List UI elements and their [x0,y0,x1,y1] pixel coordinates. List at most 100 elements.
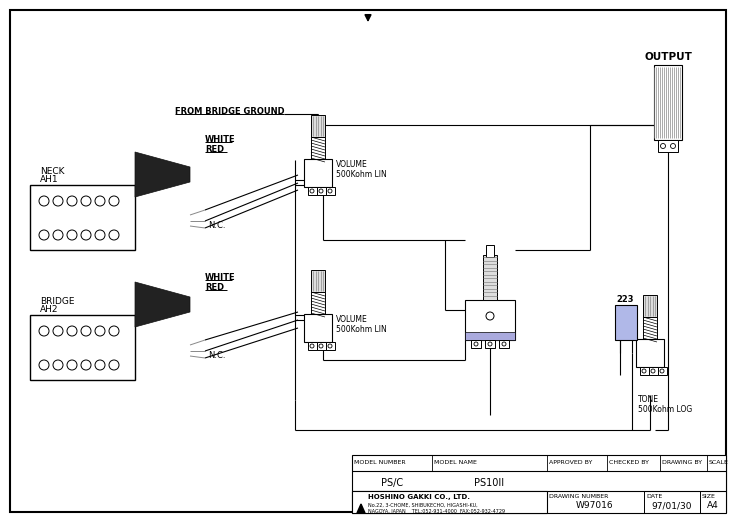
Text: AH1: AH1 [40,174,59,184]
Text: DRAWING NUMBER: DRAWING NUMBER [549,493,609,499]
Text: PS10II: PS10II [474,478,504,488]
Bar [352,491,547,513]
Ellipse shape [67,230,77,240]
Text: SIZE: SIZE [702,493,716,499]
Bar [311,115,325,137]
Bar [654,65,682,140]
Bar [317,187,326,195]
Ellipse shape [319,344,323,348]
Ellipse shape [328,344,332,348]
Ellipse shape [95,230,105,240]
Bar [658,140,678,152]
Text: No.22, 3-CHOME, SHIBUKECHO, HIGASHI-KU,: No.22, 3-CHOME, SHIBUKECHO, HIGASHI-KU, [368,503,478,507]
Text: 97/01/30: 97/01/30 [652,502,693,511]
Ellipse shape [53,196,63,206]
Text: BRIDGE: BRIDGE [40,296,74,305]
Text: WHITE: WHITE [205,274,236,282]
Text: FROM BRIDGE GROUND: FROM BRIDGE GROUND [175,108,285,116]
Ellipse shape [53,326,63,336]
Bar [499,340,509,348]
Ellipse shape [81,360,91,370]
Text: AH2: AH2 [40,304,58,314]
Ellipse shape [486,312,494,320]
Bar [311,292,325,314]
Bar [643,295,657,317]
Ellipse shape [310,189,314,193]
Bar [308,187,317,195]
Polygon shape [135,152,190,197]
Text: A4: A4 [707,502,719,511]
Text: NECK: NECK [40,167,65,175]
Text: PS/C: PS/C [381,478,403,488]
Text: WHITE: WHITE [205,136,236,145]
Ellipse shape [39,196,49,206]
Ellipse shape [660,144,665,148]
Text: 223: 223 [616,295,634,304]
Ellipse shape [109,196,119,206]
Text: VOLUME
500Kohm LIN: VOLUME 500Kohm LIN [336,315,386,335]
Bar [304,314,332,342]
Text: N.C.: N.C. [208,351,225,361]
Text: VOLUME
500Kohm LIN: VOLUME 500Kohm LIN [336,160,386,180]
Bar [465,332,515,340]
Bar [471,340,481,348]
Bar [483,255,497,300]
Ellipse shape [488,342,492,346]
Ellipse shape [474,342,478,346]
Bar [649,367,658,375]
Bar [308,342,317,350]
Bar [30,315,135,380]
Text: MODEL NUMBER: MODEL NUMBER [354,459,406,465]
Ellipse shape [502,342,506,346]
Ellipse shape [39,326,49,336]
Ellipse shape [95,196,105,206]
Ellipse shape [81,196,91,206]
Bar [643,317,657,339]
Polygon shape [135,282,190,327]
Bar [30,185,135,250]
Ellipse shape [53,360,63,370]
Ellipse shape [651,369,655,373]
Text: CHECKED BY: CHECKED BY [609,459,649,465]
Ellipse shape [67,326,77,336]
Ellipse shape [310,344,314,348]
Text: SCALE: SCALE [709,459,729,465]
Ellipse shape [39,360,49,370]
Text: RED: RED [205,283,224,292]
Bar [304,159,332,187]
Bar [311,270,325,292]
Ellipse shape [67,360,77,370]
Bar [485,340,495,348]
Ellipse shape [642,369,646,373]
Text: APPROVED BY: APPROVED BY [549,459,592,465]
Ellipse shape [328,189,332,193]
Bar [465,300,515,340]
Bar [640,367,649,375]
Bar [636,339,664,367]
Ellipse shape [319,189,323,193]
Text: OUTPUT: OUTPUT [644,52,692,62]
Ellipse shape [95,360,105,370]
Bar [658,367,667,375]
Text: DATE: DATE [646,493,662,499]
Ellipse shape [109,360,119,370]
Bar [615,305,637,340]
Text: MODEL NAME: MODEL NAME [434,459,477,465]
Ellipse shape [660,369,664,373]
Ellipse shape [109,230,119,240]
Text: DRAWING BY: DRAWING BY [662,459,702,465]
Ellipse shape [67,196,77,206]
Text: HOSHINO GAKKI CO., LTD.: HOSHINO GAKKI CO., LTD. [368,494,470,500]
Ellipse shape [81,326,91,336]
Bar [326,187,335,195]
Bar [486,245,494,257]
Bar [311,137,325,159]
Ellipse shape [39,230,49,240]
Ellipse shape [95,326,105,336]
Text: N.C.: N.C. [208,221,225,231]
Ellipse shape [53,230,63,240]
Polygon shape [357,504,365,513]
Bar [352,455,726,513]
Text: NAGOYA, JAPAN    TEL:052-931-4000  FAX:052-932-4729: NAGOYA, JAPAN TEL:052-931-4000 FAX:052-9… [368,508,505,514]
Text: RED: RED [205,146,224,155]
